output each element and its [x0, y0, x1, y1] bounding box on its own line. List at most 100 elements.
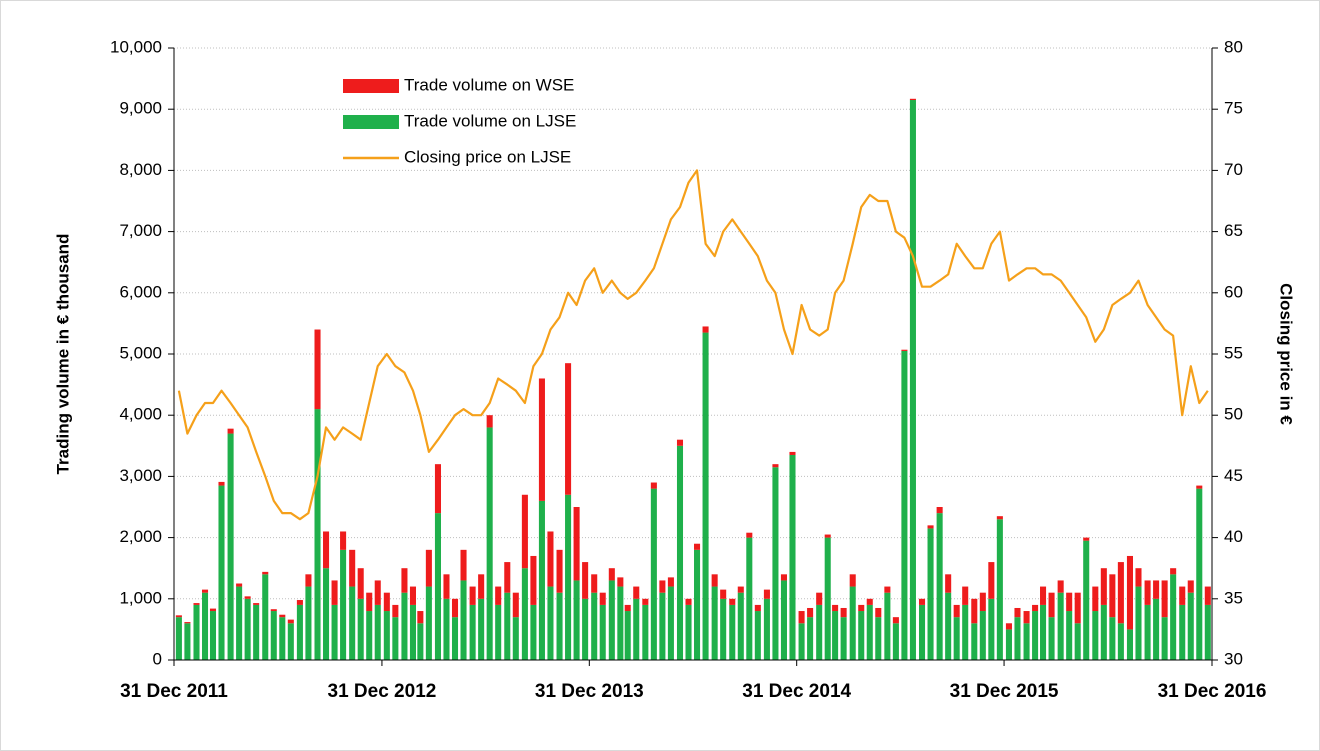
bar: [1144, 604, 1151, 660]
bar: [305, 586, 312, 660]
bar: [1032, 604, 1039, 612]
bar: [1092, 586, 1099, 612]
bar: [323, 531, 330, 569]
bar: [409, 604, 416, 660]
bar: [521, 494, 528, 569]
bar: [357, 598, 364, 660]
bar: [287, 623, 294, 660]
bar: [538, 500, 545, 660]
bar: [599, 604, 606, 660]
bar: [236, 583, 243, 587]
y-tick-label: 9,000: [119, 99, 162, 118]
bar: [1144, 580, 1151, 605]
bar: [729, 598, 736, 605]
legend-label: Closing price on LJSE: [404, 147, 571, 166]
bar: [469, 604, 476, 660]
bar: [374, 604, 381, 660]
bar: [340, 549, 347, 660]
bar: [624, 611, 631, 660]
bar: [565, 494, 572, 660]
bar: [547, 531, 554, 587]
bar: [486, 427, 493, 660]
bar: [383, 611, 390, 660]
bar: [711, 586, 718, 660]
bar: [478, 574, 485, 599]
bar: [1187, 580, 1194, 593]
bar: [909, 100, 916, 660]
bar: [685, 604, 692, 660]
bar: [495, 604, 502, 660]
bar: [659, 592, 666, 660]
bar: [617, 577, 624, 587]
bar: [202, 589, 209, 593]
bar: [512, 617, 519, 660]
bar: [1074, 592, 1081, 624]
bar: [521, 568, 528, 660]
bar: [608, 580, 615, 660]
bar: [1014, 617, 1021, 660]
bar: [417, 611, 424, 624]
bar: [824, 534, 831, 538]
bar: [711, 574, 718, 587]
bar: [1048, 617, 1055, 660]
bar: [349, 586, 356, 660]
bar: [979, 592, 986, 612]
bar: [832, 604, 839, 612]
bar: [875, 607, 882, 618]
bar: [227, 428, 234, 434]
bar: [1170, 574, 1177, 660]
bar: [754, 604, 761, 612]
bar: [962, 586, 969, 605]
bar: [262, 571, 269, 575]
bar: [1092, 611, 1099, 660]
bar: [763, 598, 770, 660]
bar: [849, 574, 856, 587]
bar: [556, 549, 563, 593]
legend-label: Trade volume on LJSE: [404, 111, 576, 130]
bar: [1187, 592, 1194, 660]
bar: [996, 519, 1003, 660]
bar: [642, 604, 649, 660]
bar: [953, 617, 960, 660]
bar: [1109, 617, 1116, 660]
bar: [1005, 629, 1012, 660]
bar: [244, 596, 251, 599]
bar: [807, 617, 814, 660]
bar: [392, 617, 399, 660]
bar: [667, 586, 674, 660]
bar: [659, 580, 666, 593]
bar: [927, 528, 934, 660]
bar: [884, 592, 891, 660]
y2-tick-label: 55: [1224, 343, 1243, 362]
bar: [530, 555, 537, 605]
bar: [892, 617, 899, 624]
bar: [1135, 568, 1142, 587]
bar: [729, 604, 736, 660]
legend-label: Trade volume on WSE: [404, 75, 574, 94]
bar: [624, 604, 631, 612]
bar: [357, 568, 364, 599]
bar: [366, 611, 373, 660]
bar: [832, 611, 839, 660]
bar: [1135, 586, 1142, 660]
y2-tick-label: 80: [1224, 37, 1243, 56]
y-tick-label: 4,000: [119, 405, 162, 424]
y-tick-label: 2,000: [119, 527, 162, 546]
bar: [504, 592, 511, 660]
bar: [193, 604, 200, 660]
bar: [754, 611, 761, 660]
bar: [1170, 568, 1177, 575]
bar: [425, 549, 432, 587]
bar: [1083, 540, 1090, 660]
bar: [909, 98, 916, 101]
bar: [746, 532, 753, 538]
bar: [953, 604, 960, 618]
bar: [650, 488, 657, 660]
bar: [305, 574, 312, 587]
bar: [425, 586, 432, 660]
bar: [1066, 592, 1073, 612]
bar: [209, 608, 217, 612]
bar: [1153, 580, 1160, 599]
bar: [460, 580, 467, 660]
